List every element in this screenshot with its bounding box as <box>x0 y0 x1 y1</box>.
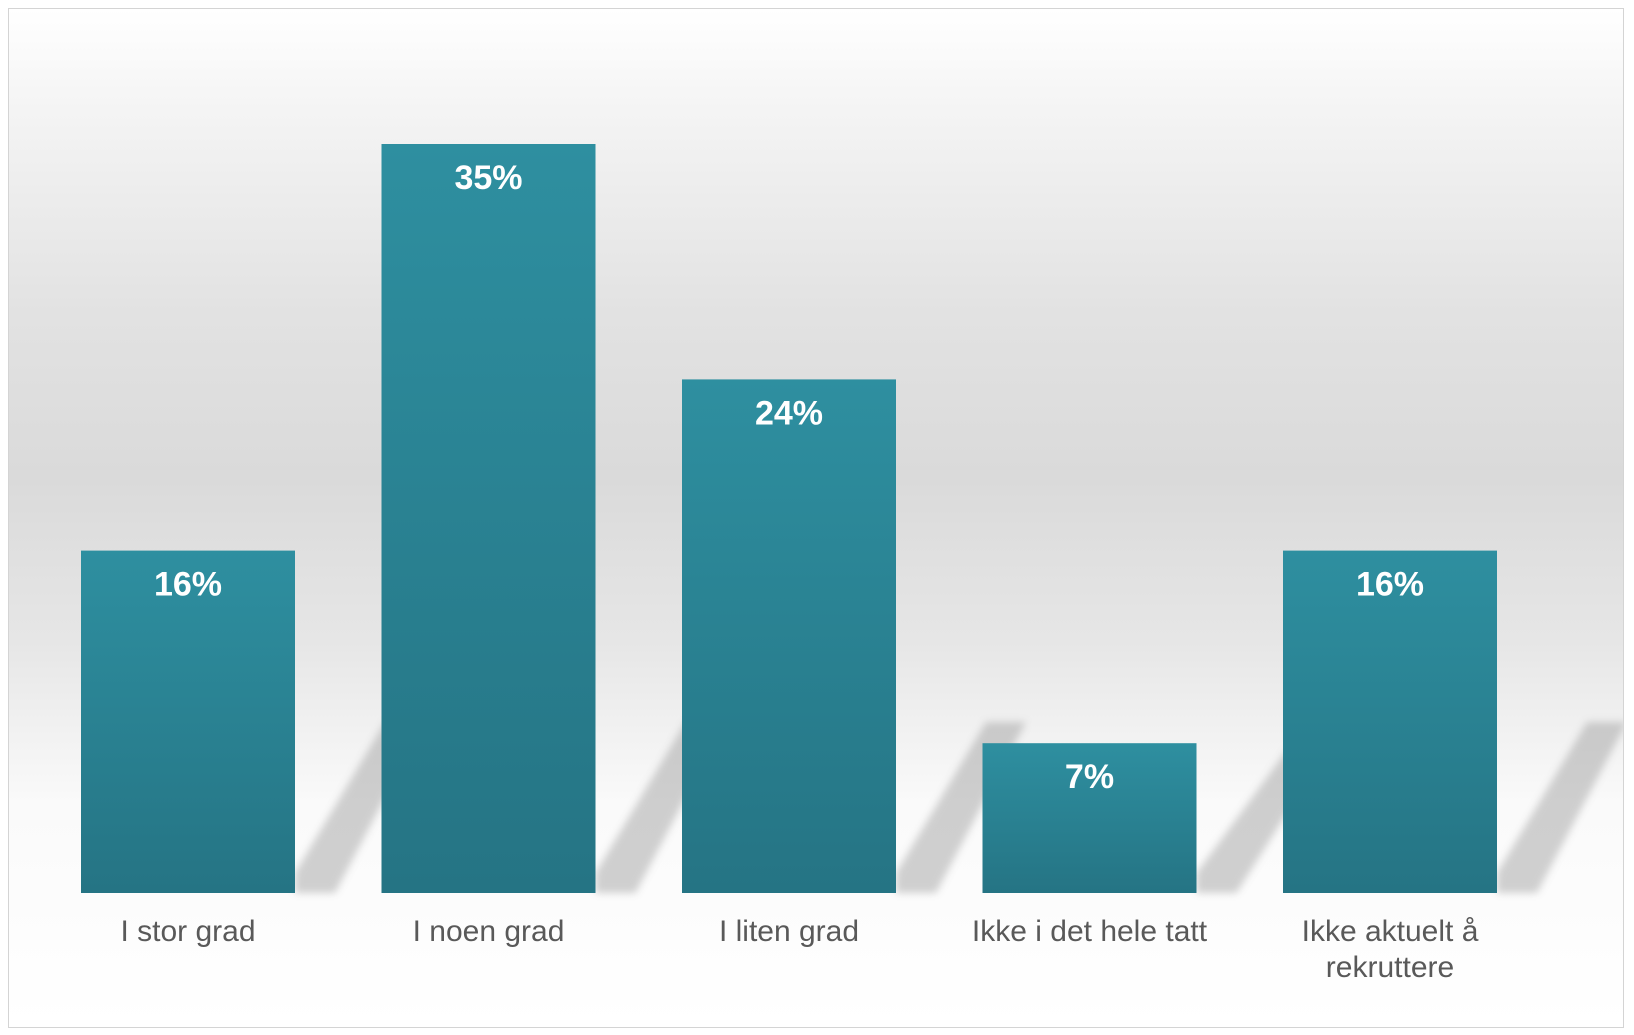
bar-shadow <box>1497 722 1623 893</box>
chart-frame: 16% 35% 24% 7% 16% I stor grad I noen grad I l… <box>8 8 1624 1028</box>
bar <box>381 144 596 893</box>
category-label: I noen grad <box>413 915 565 948</box>
data-label: 24% <box>755 394 823 432</box>
bar <box>682 379 896 893</box>
value-labels: 16% 35% 24% 7% 16% <box>154 159 1424 796</box>
bar <box>982 743 1197 893</box>
category-label: Ikke i det hele tatt <box>972 915 1208 948</box>
data-label: 16% <box>154 566 222 604</box>
bar-chart: 16% 35% 24% 7% 16% I stor grad I noen grad I l… <box>81 144 1623 984</box>
category-labels: I stor grad I noen grad I liten grad Ikke i… <box>120 915 1478 984</box>
data-label: 7% <box>1065 758 1114 796</box>
bar <box>81 550 295 893</box>
category-label: I liten grad <box>719 915 859 948</box>
category-label: I stor grad <box>120 915 255 948</box>
data-label: 35% <box>454 159 522 197</box>
category-label: Ikke aktuelt å rekruttere <box>1302 915 1479 984</box>
data-label: 16% <box>1356 566 1424 604</box>
bars <box>81 144 1497 893</box>
bar <box>1283 550 1497 893</box>
